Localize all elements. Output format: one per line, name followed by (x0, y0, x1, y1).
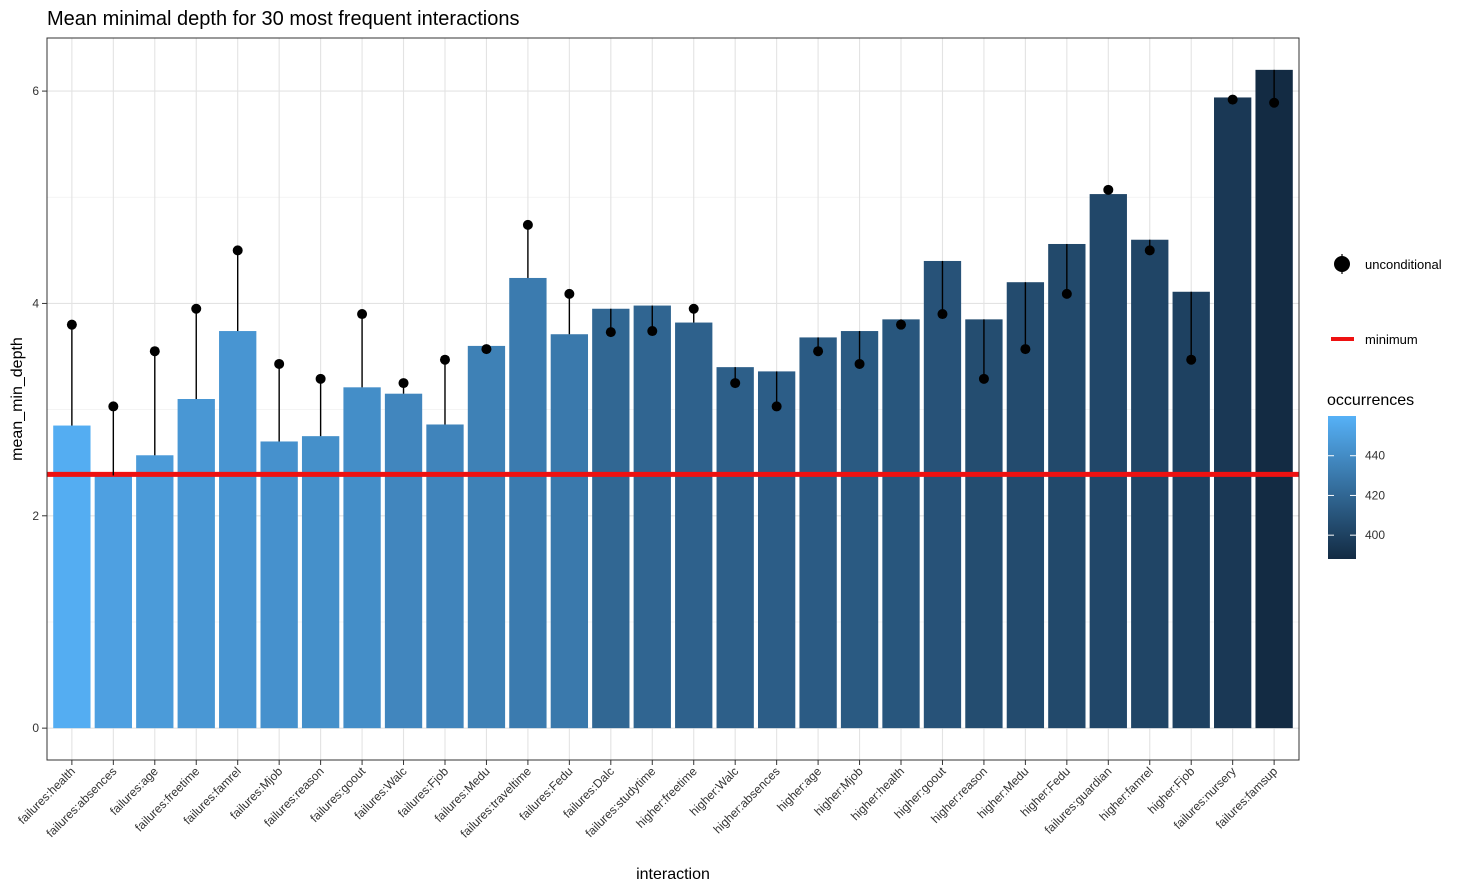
bar-13 (592, 308, 630, 729)
legend-unconditional-key-point (1334, 256, 1350, 272)
bar-29 (1255, 69, 1293, 729)
chart-title: Mean minimal depth for 30 most frequent … (47, 8, 519, 30)
segments (71, 69, 1275, 476)
bar-6 (301, 436, 340, 729)
bar-12 (550, 334, 589, 729)
y-axis: 0 2 4 6 (32, 84, 47, 735)
points (66, 94, 1280, 412)
point-23 (1020, 344, 1031, 355)
point-18 (813, 346, 824, 357)
bar-8 (384, 393, 423, 729)
colorbar-tick-label-2: 440 (1365, 449, 1385, 463)
point-19 (854, 358, 865, 369)
point-5 (274, 358, 285, 369)
colorbar-tick-label-0: 400 (1365, 528, 1385, 542)
point-6 (315, 373, 326, 384)
bar-5 (260, 441, 298, 729)
x-axis-title: interaction (636, 866, 710, 883)
point-16 (730, 378, 741, 389)
x-tick-label-1: failures:absences (44, 764, 120, 840)
point-14 (647, 326, 658, 337)
bar-3 (177, 399, 215, 729)
point-28 (1227, 94, 1238, 105)
y-tick-label-2: 4 (32, 296, 39, 310)
point-21 (937, 309, 948, 320)
bar-10 (467, 345, 506, 729)
point-1 (108, 401, 119, 412)
legend: unconditional minimum occurrences 400 420… (1327, 254, 1442, 559)
legend-minimum-label: minimum (1365, 332, 1418, 347)
bar-17 (757, 371, 796, 729)
point-27 (1186, 354, 1197, 365)
bar-4 (219, 331, 257, 729)
bar-0 (53, 425, 91, 729)
point-26 (1144, 245, 1155, 256)
point-0 (66, 319, 77, 330)
y-tick-label-0: 0 (32, 721, 39, 735)
point-7 (357, 309, 368, 320)
x-tick-label-14: failures:studytime (582, 764, 658, 840)
bar-14 (633, 305, 671, 729)
point-12 (564, 288, 575, 299)
bar-24 (1048, 243, 1086, 729)
point-15 (688, 303, 699, 314)
bar-18 (799, 337, 837, 729)
point-20 (896, 319, 907, 330)
point-29 (1269, 97, 1280, 108)
legend-colorbar (1328, 416, 1356, 559)
legend-colorbar-ticks: 400 420 440 (1328, 449, 1385, 542)
bar-19 (840, 331, 879, 729)
legend-gradient-title: occurrences (1327, 392, 1414, 409)
bars (53, 69, 1293, 729)
point-10 (481, 344, 492, 355)
bar-2 (136, 455, 174, 729)
bar-11 (509, 277, 547, 729)
bar-9 (426, 424, 464, 729)
point-2 (149, 346, 160, 357)
legend-unconditional: unconditional (1334, 254, 1442, 274)
bar-28 (1214, 97, 1252, 729)
x-axis: failures:healthfailures:absencesfailures… (15, 760, 1280, 841)
y-tick-label-3: 6 (32, 84, 39, 98)
bar-20 (882, 319, 920, 729)
legend-minimum: minimum (1331, 332, 1418, 347)
point-4 (232, 245, 243, 256)
y-axis-title: mean_min_depth (9, 337, 26, 461)
panel-border (46, 37, 1300, 761)
point-8 (398, 378, 409, 389)
colorbar-tick-label-1: 420 (1365, 488, 1385, 502)
point-25 (1103, 184, 1114, 195)
point-11 (522, 219, 533, 230)
point-22 (978, 373, 989, 384)
bar-22 (965, 319, 1003, 729)
legend-unconditional-label: unconditional (1365, 257, 1442, 272)
bar-1 (94, 475, 132, 729)
x-tick-label-11: failures:traveltime (458, 764, 535, 841)
point-13 (605, 327, 616, 338)
bar-23 (1006, 282, 1045, 729)
bar-15 (675, 322, 713, 729)
bar-21 (923, 260, 962, 729)
bar-25 (1089, 194, 1127, 729)
point-3 (191, 303, 202, 314)
point-9 (439, 354, 450, 365)
bar-7 (343, 387, 381, 729)
point-24 (1061, 288, 1072, 299)
bar-16 (716, 367, 754, 729)
y-tick-label-1: 2 (32, 509, 39, 523)
bar-26 (1131, 239, 1169, 729)
point-17 (771, 401, 782, 412)
